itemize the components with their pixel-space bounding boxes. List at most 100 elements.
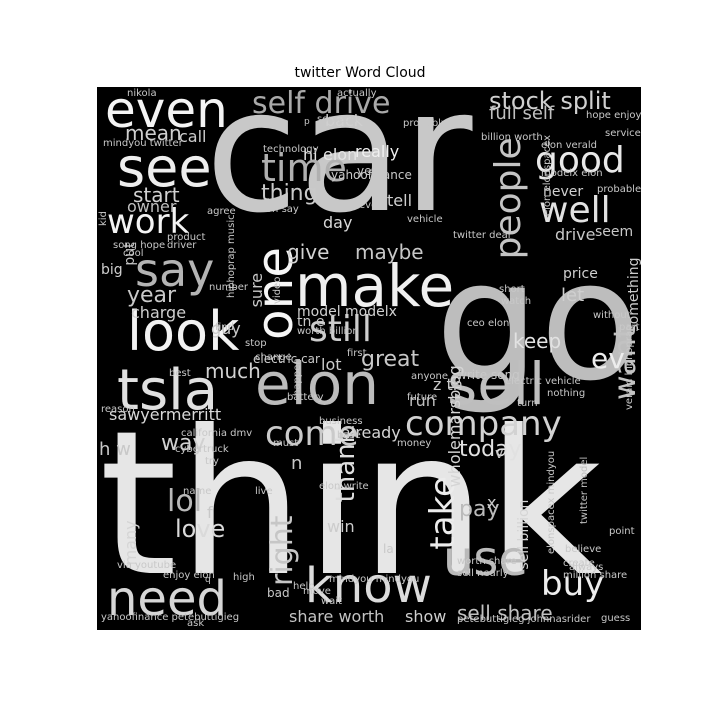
word-150: live	[255, 486, 273, 497]
word-35: mean	[125, 121, 182, 145]
word-cloud: car think go make elon sell tsla say look see even…	[97, 87, 641, 630]
word-78: twitter model	[579, 456, 590, 524]
word-13: know	[305, 558, 432, 614]
word-84: bad	[267, 586, 290, 600]
word-113: turn	[517, 398, 538, 409]
word-8: say	[135, 243, 215, 297]
word-97: electric vehicle	[505, 376, 581, 387]
word-72: owner	[127, 197, 177, 216]
word-41: hi	[303, 145, 318, 164]
word-68: win	[327, 517, 355, 536]
word-53: sell share	[457, 601, 553, 625]
word-166: f	[207, 503, 213, 522]
word-32: lol	[167, 484, 203, 519]
word-21: good	[535, 140, 625, 181]
word-168: p	[304, 117, 310, 127]
word-120: happen	[292, 358, 303, 396]
word-49: much	[205, 359, 261, 383]
word-69: charge	[131, 303, 187, 322]
word-157: yet	[357, 164, 377, 178]
word-33: love	[175, 515, 226, 543]
word-114: future	[407, 392, 438, 403]
word-116: first	[347, 348, 367, 359]
word-19: time	[261, 146, 347, 190]
word-65: already	[341, 423, 401, 442]
word-156: ask	[187, 618, 205, 629]
word-104: technology	[263, 144, 319, 155]
word-55: show	[405, 607, 447, 626]
word-14: need	[107, 571, 227, 627]
word-42: elon	[323, 145, 358, 164]
word-31: right	[265, 515, 300, 587]
word-106: point	[609, 526, 635, 537]
word-109: worth share	[457, 556, 517, 567]
word-10: see	[117, 136, 212, 199]
word-147: always	[569, 562, 604, 573]
word-38: give	[287, 240, 330, 264]
word-25: come	[265, 414, 359, 454]
word-126: change	[255, 352, 292, 363]
word-139: actually	[337, 88, 377, 99]
word-137: service	[605, 128, 641, 139]
word-118: business	[319, 416, 363, 427]
word-54: share worth	[289, 607, 385, 626]
word-44: tell	[387, 191, 413, 210]
word-83: write song	[457, 368, 520, 382]
word-76: price	[563, 266, 598, 282]
word-102: elon say	[257, 204, 299, 215]
word-9: look	[127, 300, 240, 363]
word-123: try	[205, 456, 219, 467]
word-117: battery	[287, 392, 324, 403]
word-154: vehicle	[407, 214, 443, 225]
word-39: maybe	[355, 240, 424, 264]
word-159: la	[383, 542, 394, 556]
word-1: car	[205, 87, 473, 251]
word-138: agree	[207, 206, 236, 217]
word-20: people	[488, 137, 529, 260]
word-99: worth billion	[297, 326, 359, 337]
word-88: mindyou twitter	[103, 138, 183, 149]
word-28: ev	[591, 342, 625, 375]
word-153: base	[337, 430, 361, 441]
word-87: yahoofinance petebuttigieg	[101, 612, 240, 623]
word-18: full self	[489, 103, 555, 124]
word-91: hope enjoy	[586, 110, 641, 121]
word-16: self drive	[252, 87, 391, 121]
word-164: v	[495, 446, 504, 462]
word-11: even	[105, 87, 228, 139]
word-47: keep	[513, 329, 562, 353]
word-143: short	[499, 284, 525, 295]
word-5: elon	[255, 350, 380, 418]
word-98: ceo elon	[467, 318, 510, 329]
word-46: call	[179, 127, 207, 146]
word-129: video	[272, 276, 283, 304]
word-52: way	[161, 431, 206, 456]
word-77: day	[323, 213, 353, 232]
word-29: buy	[541, 564, 605, 604]
chart-title: twitter Word Cloud	[294, 65, 426, 81]
word-121: cybertruck	[175, 444, 229, 455]
word-79: elonspacex mindyou	[546, 450, 557, 554]
word-26: company	[405, 404, 562, 444]
word-148: high	[233, 572, 255, 583]
word-101: via youtube	[117, 560, 177, 571]
word-60: drive	[555, 225, 596, 244]
word-146: create	[563, 558, 595, 569]
word-115: anyone	[411, 371, 448, 382]
word-144: without	[593, 310, 631, 321]
word-58: let	[561, 285, 585, 306]
word-63: lot	[321, 355, 342, 374]
word-125: reason	[101, 404, 135, 415]
word-59: never	[543, 184, 584, 200]
word-94: elon write	[319, 481, 369, 492]
word-161: z tn	[433, 375, 463, 394]
word-85: help	[293, 581, 315, 592]
word-107: guess	[601, 613, 631, 624]
word-100: california dmv	[181, 428, 253, 439]
word-162: h w	[99, 439, 131, 460]
word-90: modelx elon	[541, 168, 603, 179]
word-163: x	[487, 493, 497, 512]
word-92: song hope	[113, 240, 166, 251]
word-24: still	[309, 309, 372, 350]
word-108: believe	[565, 544, 602, 555]
